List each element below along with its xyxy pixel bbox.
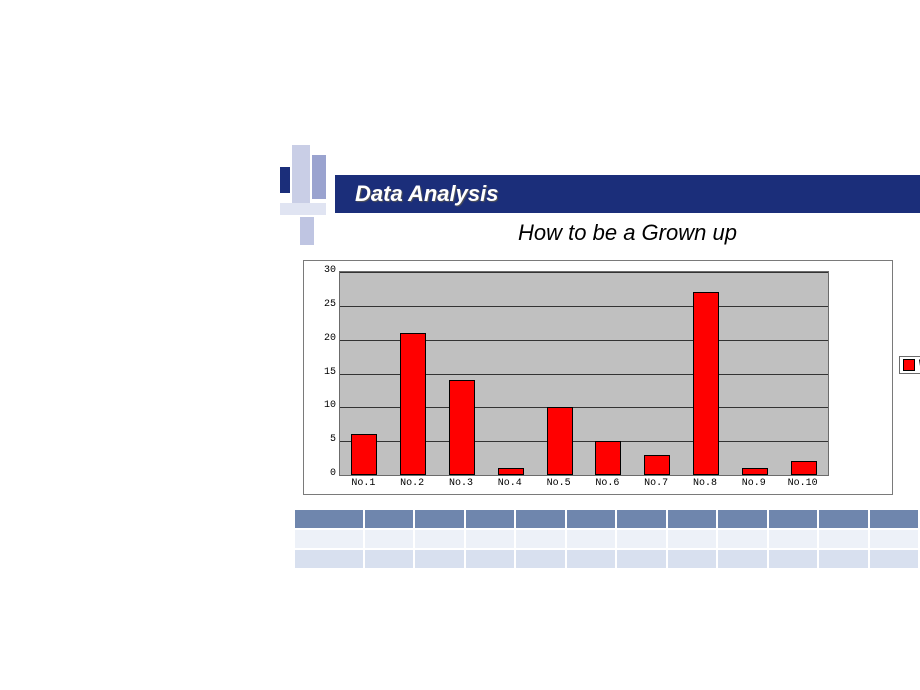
chart-legend: Wrong bbox=[899, 356, 920, 374]
table-cell bbox=[466, 550, 516, 568]
chart-bar bbox=[644, 455, 670, 475]
chart-y-tick: 30 bbox=[306, 265, 336, 276]
table-cell bbox=[567, 510, 617, 528]
chart-gridline bbox=[340, 306, 828, 307]
chart-x-tick: No.4 bbox=[490, 478, 530, 489]
deco-block bbox=[292, 145, 310, 205]
chart-y-tick: 5 bbox=[306, 434, 336, 445]
table-cell bbox=[567, 550, 617, 568]
table-cell bbox=[365, 550, 415, 568]
table-cell bbox=[870, 550, 920, 568]
table-row bbox=[295, 550, 920, 570]
chart-x-tick: No.6 bbox=[587, 478, 627, 489]
table-cell bbox=[567, 530, 617, 548]
table-cell bbox=[466, 510, 516, 528]
subtitle: How to be a Grown up bbox=[335, 220, 920, 246]
chart-bar bbox=[693, 292, 719, 475]
chart-bar bbox=[547, 407, 573, 475]
table-cell bbox=[769, 530, 819, 548]
chart-plot-area bbox=[339, 271, 829, 476]
table-cell bbox=[870, 510, 920, 528]
table-cell bbox=[718, 530, 768, 548]
table-row bbox=[295, 530, 920, 550]
table-cell bbox=[617, 510, 667, 528]
legend-swatch bbox=[903, 359, 915, 371]
table-cell bbox=[819, 550, 869, 568]
chart-x-tick: No.3 bbox=[441, 478, 481, 489]
data-table bbox=[295, 510, 920, 570]
deco-block bbox=[280, 203, 326, 215]
chart-gridline bbox=[340, 272, 828, 273]
table-header-row bbox=[295, 510, 920, 530]
chart-bar bbox=[742, 468, 768, 475]
chart-y-tick: 20 bbox=[306, 333, 336, 344]
chart-bar bbox=[498, 468, 524, 475]
chart-bar bbox=[400, 333, 426, 475]
chart-x-tick: No.10 bbox=[783, 478, 823, 489]
deco-block bbox=[300, 217, 314, 245]
table-cell bbox=[819, 530, 869, 548]
table-cell bbox=[769, 550, 819, 568]
chart-bar bbox=[449, 380, 475, 475]
chart-y-tick: 25 bbox=[306, 299, 336, 310]
title-band: Data Analysis bbox=[335, 175, 920, 213]
chart-x-tick: No.1 bbox=[343, 478, 383, 489]
table-cell bbox=[365, 530, 415, 548]
table-cell bbox=[668, 510, 718, 528]
bar-chart: Wrong 051015202530No.1No.2No.3No.4No.5No… bbox=[303, 260, 893, 495]
chart-y-tick: 10 bbox=[306, 400, 336, 411]
page-title: Data Analysis bbox=[355, 181, 498, 207]
chart-bar bbox=[791, 461, 817, 475]
table-cell bbox=[668, 530, 718, 548]
table-cell bbox=[617, 550, 667, 568]
table-cell bbox=[415, 530, 465, 548]
table-cell bbox=[466, 530, 516, 548]
slide: Data Analysis How to be a Grown up Wrong… bbox=[0, 0, 920, 690]
chart-x-tick: No.2 bbox=[392, 478, 432, 489]
table-cell bbox=[769, 510, 819, 528]
table-cell bbox=[365, 510, 415, 528]
chart-x-tick: No.5 bbox=[539, 478, 579, 489]
table-cell bbox=[295, 530, 365, 548]
chart-y-tick: 0 bbox=[306, 468, 336, 479]
chart-bar bbox=[351, 434, 377, 475]
table-cell bbox=[516, 550, 566, 568]
decorative-blocks bbox=[280, 145, 335, 250]
chart-x-tick: No.8 bbox=[685, 478, 725, 489]
table-cell bbox=[295, 550, 365, 568]
table-cell bbox=[516, 510, 566, 528]
deco-block bbox=[312, 155, 326, 199]
table-cell bbox=[718, 510, 768, 528]
table-cell bbox=[516, 530, 566, 548]
table-cell bbox=[718, 550, 768, 568]
deco-block bbox=[280, 167, 290, 193]
table-cell bbox=[870, 530, 920, 548]
table-cell bbox=[617, 530, 667, 548]
chart-x-tick: No.9 bbox=[734, 478, 774, 489]
chart-y-tick: 15 bbox=[306, 367, 336, 378]
chart-bar bbox=[595, 441, 621, 475]
table-cell bbox=[819, 510, 869, 528]
table-cell bbox=[668, 550, 718, 568]
chart-x-tick: No.7 bbox=[636, 478, 676, 489]
table-cell bbox=[415, 510, 465, 528]
table-cell bbox=[415, 550, 465, 568]
table-cell bbox=[295, 510, 365, 528]
